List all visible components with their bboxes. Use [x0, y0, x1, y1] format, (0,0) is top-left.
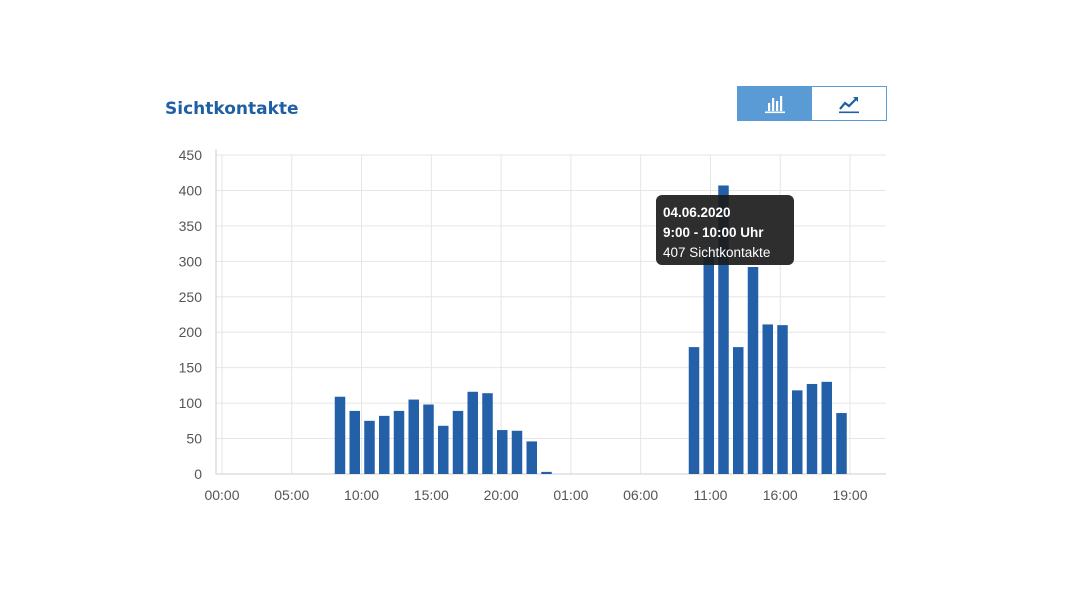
x-tick-label: 05:00 [274, 487, 309, 503]
chart-title: Sichtkontakte [165, 99, 299, 119]
bar [393, 410, 405, 474]
bar [526, 441, 537, 474]
bar [497, 430, 508, 474]
bar [718, 185, 729, 474]
bar [349, 410, 360, 474]
y-tick-label: 150 [179, 360, 203, 376]
y-tick-label: 350 [179, 218, 203, 234]
x-tick-label: 15:00 [414, 487, 449, 503]
x-tick-label: 11:00 [693, 487, 727, 503]
tooltip-time: 9:00 - 10:00 Uhr [663, 225, 764, 240]
x-tick-label: 19:00 [832, 487, 867, 503]
bar-chart-button[interactable] [738, 87, 812, 120]
y-tick-label: 200 [179, 324, 203, 340]
bar [821, 381, 832, 474]
bar [482, 393, 493, 474]
bar-chart-icon [765, 95, 785, 113]
bar [364, 420, 375, 474]
x-tick-label: 16:00 [763, 487, 798, 503]
chart-type-toggle[interactable] [737, 86, 887, 121]
bar [423, 404, 434, 474]
line-chart-icon [839, 96, 859, 113]
bar [379, 415, 390, 474]
tooltip-value: 407 Sichtkontakte [663, 245, 771, 260]
bar [688, 347, 700, 474]
bar [747, 267, 759, 474]
y-tick-label: 450 [179, 147, 203, 163]
x-tick-label: 00:00 [204, 487, 239, 503]
y-tick-label: 0 [194, 466, 202, 482]
bar-tooltip: 04.06.2020 9:00 - 10:00 Uhr 407 Sichtkon… [656, 195, 794, 265]
x-tick-label: 20:00 [484, 487, 519, 503]
bar [762, 324, 773, 474]
bar [467, 391, 478, 474]
bar [541, 471, 552, 474]
y-tick-label: 400 [179, 182, 203, 198]
bar [408, 399, 419, 474]
bar [511, 430, 523, 474]
y-tick-label: 300 [179, 253, 203, 269]
bar [836, 413, 847, 474]
x-tick-label: 01:00 [553, 487, 588, 503]
bar [806, 383, 818, 474]
bar [733, 347, 744, 474]
x-tick-label: 06:00 [623, 487, 658, 503]
bar [334, 396, 346, 474]
tooltip-date: 04.06.2020 [663, 205, 731, 220]
line-chart-button[interactable] [812, 87, 886, 120]
bar [777, 325, 788, 474]
bar [452, 410, 464, 474]
bar [438, 425, 449, 474]
y-tick-label: 50 [186, 431, 202, 447]
bar [703, 252, 714, 474]
y-tick-label: 100 [179, 395, 203, 411]
bar [792, 390, 803, 474]
x-tick-label: 10:00 [344, 487, 379, 503]
y-tick-label: 250 [179, 289, 203, 305]
